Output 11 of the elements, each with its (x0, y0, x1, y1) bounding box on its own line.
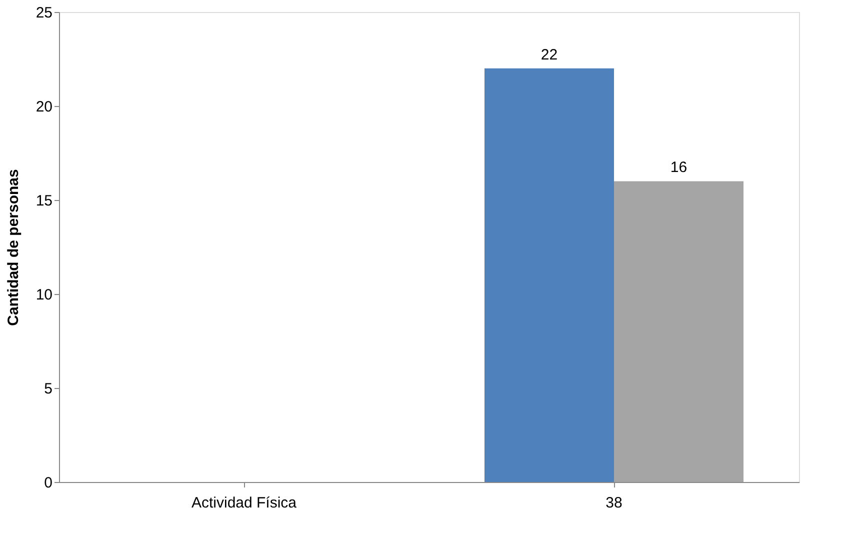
x-tick-label: 38 (606, 494, 622, 512)
y-tick-label: 15 (36, 192, 52, 210)
y-axis-title: Cantidad de personas (4, 169, 22, 326)
y-tick-label: 10 (36, 286, 52, 304)
y-tick-label: 0 (44, 474, 52, 492)
y-tick-label: 5 (44, 380, 52, 398)
data-label: 22 (540, 46, 558, 64)
x-tick-label: Actividad Física (191, 494, 298, 512)
data-label: 16 (670, 159, 688, 176)
y-tick-label: 20 (36, 98, 52, 116)
y-tick-label: 25 (36, 4, 52, 22)
